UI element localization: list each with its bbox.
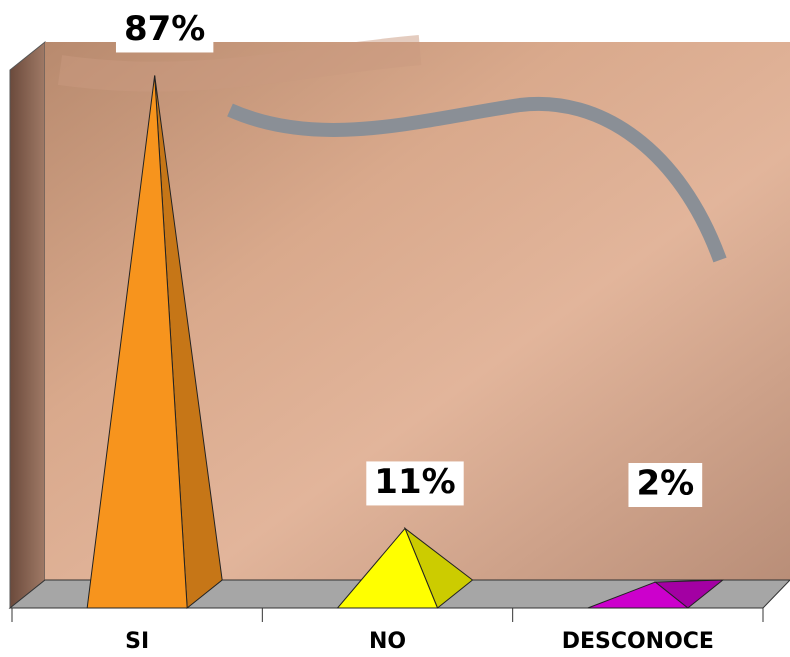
decor <box>57 35 422 92</box>
value-label: 11% <box>374 462 455 502</box>
value-label-box <box>366 461 464 506</box>
value-label-box <box>115 8 214 53</box>
pyramid-front <box>336 527 439 609</box>
x-tick-label: SI <box>125 629 149 654</box>
x-tick-label: NO <box>369 629 406 654</box>
value-label: 87% <box>124 9 205 49</box>
decor <box>227 96 727 263</box>
value-label-box <box>628 463 703 507</box>
pyramid-front <box>587 581 690 609</box>
pyramid-front <box>86 75 188 609</box>
x-tick-label: DESCONOCE <box>562 629 714 654</box>
side-wall <box>9 40 46 610</box>
value-label: 2% <box>636 464 694 504</box>
